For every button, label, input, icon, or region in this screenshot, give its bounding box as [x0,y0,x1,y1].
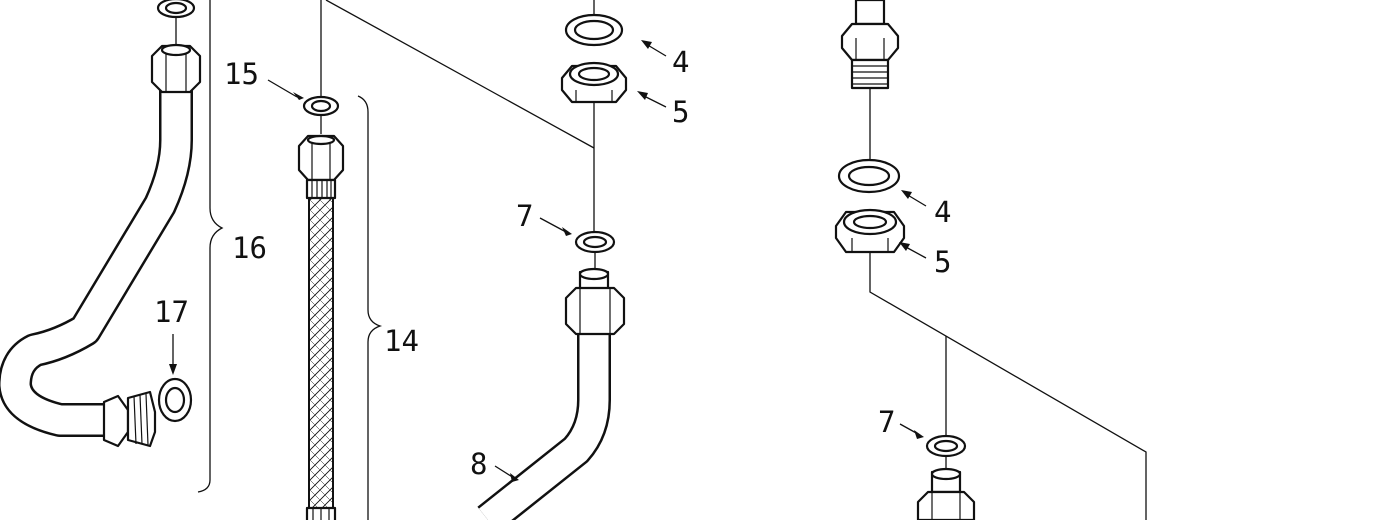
callout-15: 15 [224,57,259,91]
hex-nut-left-top [150,43,202,94]
pipe-assembly-center: 4 5 7 8 [470,0,689,520]
threaded-end-left [102,390,157,448]
washer-7-center [574,230,616,254]
fitting-center-pipe-top [564,267,626,336]
callout-5-right: 5 [934,245,951,279]
leader-line-connector-right [869,252,1147,520]
callout-17: 17 [154,295,189,329]
callout-7-center: 7 [516,199,533,233]
callout-7-right: 7 [878,405,895,439]
callout-16: 16 [232,231,267,265]
threaded-adapter-right [840,0,900,90]
washer-4-right [837,158,901,194]
bent-pipe-16 [0,85,193,437]
hex-nut-hose-top [297,134,345,182]
washer-7-right [925,434,967,458]
callout-4-right: 4 [934,195,951,229]
fitting-assembly-right: 4 5 7 [834,0,1147,520]
braided-hose-14 [308,197,334,511]
washer-left-top [156,0,196,19]
brace-14 [357,95,383,520]
brace-16 [197,0,224,493]
callout-5-center: 5 [672,95,689,129]
braided-hose-assembly: 15 14 [224,0,419,520]
washer-17 [157,377,193,423]
fitting-right-bottom [916,467,976,520]
washer-4-center [564,13,624,47]
pipe-assembly-left: 17 16 [0,0,267,493]
callout-8: 8 [470,447,487,481]
leader-line-connector-left [325,0,595,149]
hex-nut-5-right [834,208,906,254]
callout-14: 14 [384,324,419,358]
hex-nut-5-center [560,61,628,104]
callout-4-center: 4 [672,45,689,79]
washer-15 [302,95,340,117]
ferrule-hose-top [305,178,337,200]
